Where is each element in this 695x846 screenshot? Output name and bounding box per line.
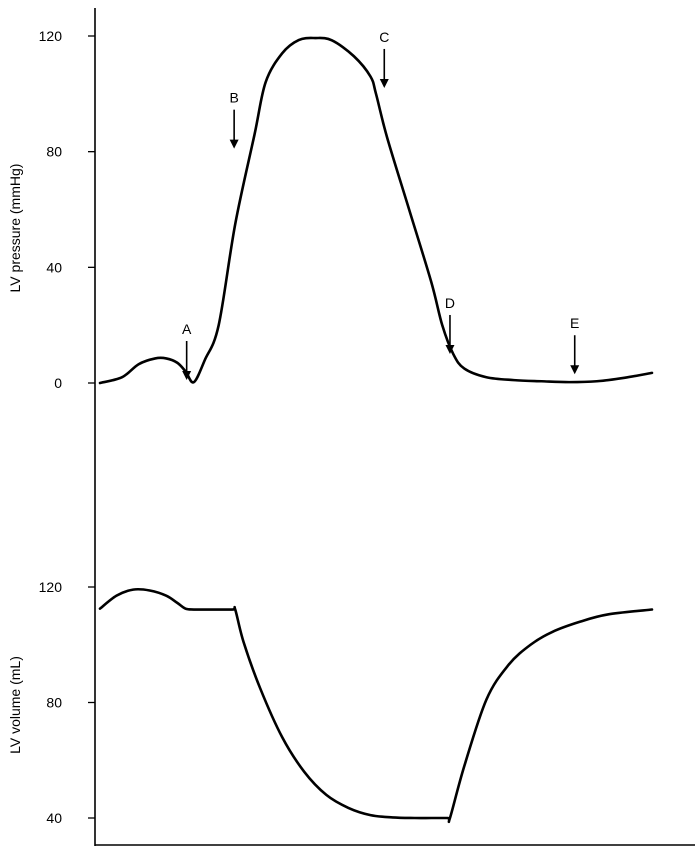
marker-label: B (229, 90, 238, 106)
marker-e: E (570, 315, 580, 375)
marker-label: C (379, 29, 389, 45)
marker-d: D (445, 295, 455, 354)
volume-tick-label: 80 (46, 695, 62, 711)
marker-c: C (379, 29, 389, 88)
marker-arrow-head (182, 371, 192, 380)
marker-arrow-head (229, 139, 239, 149)
volume-axis-label: LV volume (mL) (7, 656, 23, 754)
pressure-tick-label: 0 (54, 375, 62, 391)
pressure-tick-label: 120 (39, 28, 63, 44)
marker-arrow-head (445, 344, 455, 354)
marker-label: A (182, 321, 192, 337)
marker-arrow-head (379, 78, 389, 88)
marker-label: D (445, 295, 455, 311)
volume-axis-ticks: 40 80 120 (39, 579, 95, 826)
volume-tick-label: 40 (46, 810, 62, 826)
pressure-axis-ticks: 0 40 80 120 (39, 28, 95, 391)
marker-arrow-head (570, 365, 580, 375)
marker-a: A (182, 321, 192, 380)
volume-series-line (98, 587, 654, 824)
pressure-axis-label: LV pressure (mmHg) (7, 164, 23, 293)
volume-tick-label: 120 (39, 579, 63, 595)
pressure-tick-label: 40 (46, 259, 62, 275)
pressure-series-line (98, 36, 654, 385)
marker-b: B (229, 90, 239, 149)
pressure-tick-label: 80 (46, 144, 62, 160)
marker-label: E (570, 315, 579, 331)
event-markers: A B C D E (182, 29, 579, 380)
